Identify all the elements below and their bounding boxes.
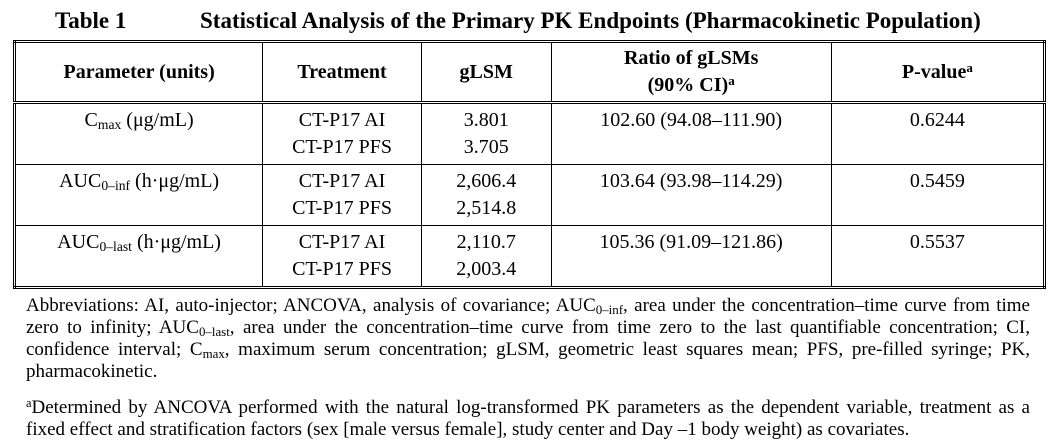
parameter-cell: Cmax (μg/mL) <box>13 102 264 165</box>
parameter-unit: (h·μg/mL) <box>131 231 221 253</box>
glsm-value: 3.705 <box>463 136 509 158</box>
treatment-line: CT-P17 PFS <box>292 258 392 280</box>
header-glsm: gLSM <box>420 41 552 104</box>
header-ratio: Ratio of gLSMs (90% CI)a <box>550 41 832 104</box>
table-row-cmax: Cmax (μg/mL) CT-P17 AI CT-P17 PFS 3.801 … <box>13 102 1046 165</box>
parameter-unit: (h·μg/mL) <box>130 170 220 192</box>
header-pvalue: P-valuea <box>830 41 1046 104</box>
treatment-line: CT-P17 PFS <box>292 136 392 158</box>
parameter-base: C <box>84 109 98 131</box>
header-parameter: Parameter (units) <box>13 41 264 104</box>
treatment-line: CT-P17 PFS <box>292 197 392 219</box>
abbreviations-footnote: Abbreviations: AI, auto-injector; ANCOVA… <box>26 295 1030 382</box>
ratio-cell: 102.60 (94.08–111.90) <box>550 102 832 165</box>
treatment-line: CT-P17 AI <box>298 109 386 131</box>
ratio-cell: 105.36 (91.09–121.86) <box>550 225 832 288</box>
pvalue-cell: 0.5459 <box>830 164 1046 226</box>
ancova-method-footnote: aDetermined by ANCOVA performed with the… <box>26 396 1030 440</box>
header-pvalue-text: P-value <box>901 60 967 83</box>
table-title: Table 1 Statistical Analysis of the Prim… <box>0 0 1058 35</box>
header-treatment: Treatment <box>262 41 422 104</box>
pk-endpoints-table: Parameter (units) Treatment gLSM Ratio o… <box>13 40 1046 289</box>
treatment-line: CT-P17 AI <box>298 231 386 253</box>
glsm-value: 2,003.4 <box>456 258 517 280</box>
glsm-cell: 2,606.4 2,514.8 <box>420 164 552 226</box>
table-title-text: Statistical Analysis of the Primary PK E… <box>200 8 981 33</box>
glsm-value: 3.801 <box>463 109 509 131</box>
table-header-row: Parameter (units) Treatment gLSM Ratio o… <box>13 41 1046 104</box>
header-ratio-footnote-marker: a <box>728 73 735 89</box>
parameter-cell: AUC0–inf (h·μg/mL) <box>13 164 264 226</box>
table-row-auc-last: AUC0–last (h·μg/mL) CT-P17 AI CT-P17 PFS… <box>13 225 1046 288</box>
parameter-base: AUC <box>59 170 102 192</box>
table-row-auc-inf: AUC0–inf (h·μg/mL) CT-P17 AI CT-P17 PFS … <box>13 164 1046 226</box>
header-pvalue-footnote-marker: a <box>966 59 973 75</box>
treatment-cell: CT-P17 AI CT-P17 PFS <box>262 102 422 165</box>
pvalue-cell: 0.5537 <box>830 225 1046 288</box>
parameter-subscript: 0–last <box>99 238 132 254</box>
glsm-cell: 3.801 3.705 <box>420 102 552 165</box>
glsm-value: 2,110.7 <box>456 231 516 253</box>
ratio-cell: 103.64 (93.98–114.29) <box>550 164 832 226</box>
header-ratio-line1: Ratio of gLSMs <box>623 47 759 69</box>
parameter-subscript: max <box>97 116 122 132</box>
table-number-label: Table 1 <box>55 8 127 33</box>
treatment-line: CT-P17 AI <box>298 170 386 192</box>
parameter-subscript: 0–inf <box>101 177 131 193</box>
glsm-cell: 2,110.7 2,003.4 <box>420 225 552 288</box>
glsm-value: 2,514.8 <box>456 197 517 219</box>
pvalue-cell: 0.6244 <box>830 102 1046 165</box>
treatment-cell: CT-P17 AI CT-P17 PFS <box>262 225 422 288</box>
parameter-base: AUC <box>57 231 100 253</box>
parameter-unit: (μg/mL) <box>121 109 194 131</box>
parameter-cell: AUC0–last (h·μg/mL) <box>13 225 264 288</box>
glsm-value: 2,606.4 <box>456 170 517 192</box>
header-ratio-line2: (90% CI) <box>647 74 729 96</box>
treatment-cell: CT-P17 AI CT-P17 PFS <box>262 164 422 226</box>
